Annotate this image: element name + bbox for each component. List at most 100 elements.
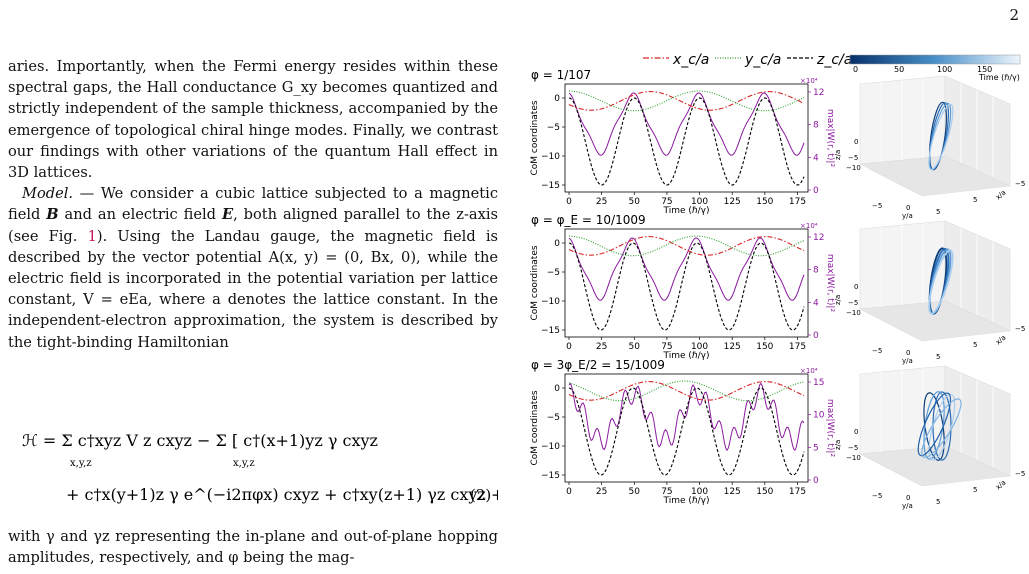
ytick-label: −15 — [541, 471, 560, 481]
yc-series — [568, 380, 805, 402]
para2-d: ). Using the Landau gauge, the magnetic … — [8, 227, 498, 351]
pane-floor — [858, 155, 1012, 197]
xtick-label: 150 — [756, 487, 773, 497]
z-tick-0: 0 — [854, 138, 858, 146]
trajectory-3d: 0 −5 −10 z/a −5 0 5 y/a 5 −5 x/a — [834, 365, 1025, 510]
hamiltonian-equation: ℋ = Σ c†xyz V z cxyz − Σ [ c†(x+1)yz γ c… — [8, 410, 550, 520]
ytick-label: −5 — [547, 123, 560, 133]
rtick-label: 12 — [813, 233, 824, 243]
ytick-label: 0 — [554, 94, 560, 104]
xtick-label: 125 — [724, 487, 741, 497]
trajectory-3d: 0 −5 −10 z/a −5 0 5 y/a 5 −5 x/a — [834, 75, 1025, 220]
xtick-label: 50 — [629, 342, 641, 352]
right-exp: ×10⁴ — [800, 222, 818, 230]
equation-line-2: + c†x(y+1)z γ e^(−i2πφx) cxyz + c†xy(z+1… — [66, 485, 498, 504]
y-tick-neg5: −5 — [872, 202, 882, 210]
xtick-label: 175 — [789, 342, 806, 352]
fig-ref-link[interactable]: 1 — [87, 227, 97, 245]
xc-series — [568, 91, 805, 111]
y-tick-5: 5 — [936, 353, 940, 361]
rtick-label: 12 — [813, 88, 824, 98]
trajectory-loop — [917, 392, 952, 457]
ylabel: CoM coordinates — [530, 245, 540, 320]
ytick-label: −10 — [541, 297, 560, 307]
ytick-label: −5 — [547, 268, 560, 278]
pane-back — [859, 220, 946, 310]
xtick-label: 100 — [691, 342, 708, 352]
xlabel: Time (ℏ/γ) — [663, 496, 710, 506]
x-tick-neg5: −5 — [1015, 325, 1025, 333]
panel-title: φ = 3φ_E/2 = 15/1009 — [531, 358, 665, 372]
colorbar: 0 50 100 150 Time (ℏ/γ) — [849, 54, 1021, 82]
panel-title: φ = φ_E = 10/1009 — [531, 213, 646, 227]
trajectory-loop — [928, 249, 954, 315]
xtick-label: 0 — [566, 342, 572, 352]
z-tick-neg5: −5 — [848, 154, 858, 162]
rtick-label: 5 — [813, 443, 819, 453]
z-tick-neg5: −5 — [848, 444, 858, 452]
plot-frame — [564, 83, 809, 193]
xtick-label: 75 — [661, 487, 672, 497]
z-axis-label: z/a — [834, 150, 842, 160]
equation-line-1: ℋ = Σ c†xyz V z cxyz − Σ [ c†(x+1)yz γ c… — [22, 431, 378, 450]
vec-e: E — [221, 206, 234, 224]
w-series — [568, 92, 805, 156]
xtick-label: 25 — [596, 342, 607, 352]
xtick-label: 25 — [596, 197, 607, 207]
xtick-label: 150 — [756, 197, 773, 207]
cb-label: Time (ℏ/γ) — [978, 73, 1020, 82]
paragraph-3: with γ and γz representing the in-plane … — [8, 528, 498, 567]
xtick-label: 100 — [691, 197, 708, 207]
paragraph-1: aries. Importantly, when the Fermi energ… — [8, 58, 498, 182]
xtick-label: 100 — [691, 487, 708, 497]
equation-number: (2) — [470, 486, 491, 504]
y-axis-label: y/a — [902, 212, 913, 220]
xtick-label: 0 — [566, 487, 572, 497]
rtick-label: 8 — [813, 121, 819, 131]
xtick-label: 125 — [724, 197, 741, 207]
xtick-label: 0 — [566, 197, 572, 207]
para2-a: — We consider a cubic lattice subjected … — [8, 185, 498, 224]
colorbar-gradient — [849, 54, 1021, 65]
z-axis-label: z/a — [834, 440, 842, 450]
cb-tick-50: 50 — [894, 65, 904, 74]
y-tick-0: 0 — [906, 494, 910, 502]
ytick-label: −5 — [547, 413, 560, 423]
cb-tick-150: 150 — [977, 65, 992, 74]
rlabel: max|W(r, t)|² — [825, 109, 835, 168]
x-tick-neg5: −5 — [1015, 470, 1025, 478]
xc-series — [568, 381, 805, 401]
xtick-label: 175 — [789, 487, 806, 497]
para2-c: , both aligned parallel to the z-axis (s… — [8, 206, 498, 245]
rtick-label: 4 — [813, 298, 819, 308]
xtick-label: 25 — [596, 487, 607, 497]
z-tick-0: 0 — [854, 428, 858, 436]
xlabel: Time (ℏ/γ) — [663, 206, 710, 216]
rtick-label: 0 — [813, 476, 819, 486]
vec-b: B — [46, 206, 59, 224]
pane-floor — [858, 300, 1012, 342]
x-tick-neg5: −5 — [1015, 180, 1025, 188]
y-axis-label: y/a — [902, 357, 913, 365]
rlabel: max|W(r, t)|² — [825, 399, 835, 458]
legend-yc-label: y_c/a — [744, 52, 781, 68]
x-axis-label: x/a — [994, 188, 1007, 201]
x-tick-5: 5 — [973, 196, 977, 204]
x-axis-label: x/a — [994, 333, 1007, 346]
rtick-label: 0 — [813, 331, 819, 341]
ytick-label: −15 — [541, 181, 560, 191]
y-axis-label: y/a — [902, 502, 913, 510]
y-tick-neg5: −5 — [872, 347, 882, 355]
legend-zc-label: z_c/a — [816, 52, 852, 68]
rtick-label: 15 — [813, 378, 824, 388]
ytick-label: 0 — [554, 384, 560, 394]
trajectory-3d: 0 −5 −10 z/a −5 0 5 y/a 5 −5 x/a — [834, 220, 1025, 365]
xtick-label: 150 — [756, 342, 773, 352]
para2-b: and an electric field — [58, 206, 222, 224]
model-heading: Model. — [22, 185, 74, 203]
xtick-label: 75 — [661, 342, 672, 352]
panel-title: φ = 1/107 — [531, 68, 591, 82]
